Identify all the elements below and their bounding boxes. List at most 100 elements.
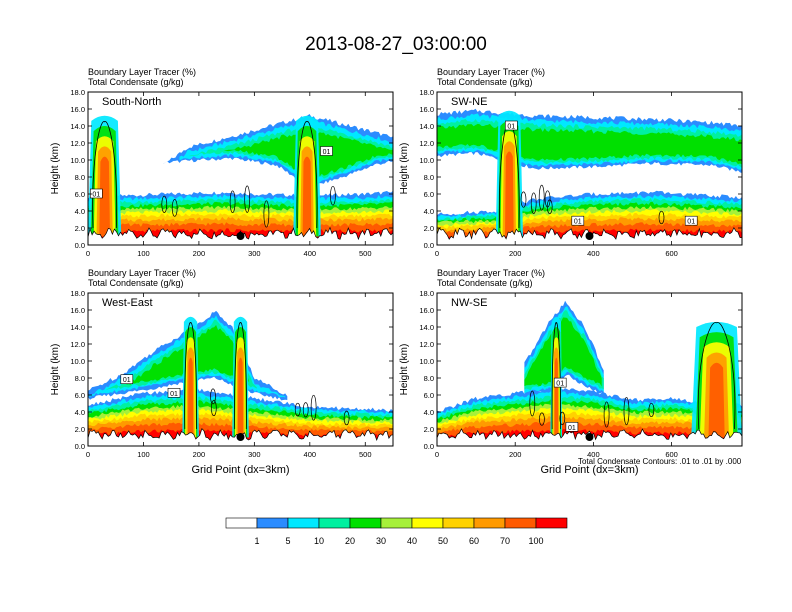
contour-label-box	[571, 215, 585, 226]
contour-label: 01	[571, 215, 585, 226]
plot-frame	[87, 91, 394, 246]
y-tick-label: 4.0	[424, 207, 434, 216]
x-tick-label: 500	[359, 450, 372, 459]
y-tick-label: 8.0	[424, 374, 434, 383]
contour-label-box	[90, 188, 103, 199]
plot-frame	[87, 292, 394, 447]
y-tick-label: 18.0	[70, 289, 85, 298]
y-tick-label: 10.0	[70, 357, 85, 366]
y-tick-label: 10.0	[419, 357, 434, 366]
location-marker	[236, 433, 245, 441]
y-tick-label: 4.0	[75, 207, 85, 216]
y-tick-label: 0.0	[424, 241, 434, 250]
y-tick-label: 2.0	[75, 224, 85, 233]
convective-column	[708, 362, 725, 438]
condensate-contour	[520, 191, 527, 208]
panel-header-line: Boundary Layer Tracer (%)	[88, 67, 196, 77]
y-tick-label: 18.0	[419, 88, 434, 97]
x-tick-label: 300	[248, 450, 261, 459]
y-tick-label: 8.0	[75, 374, 85, 383]
panel-title: West-East	[102, 297, 153, 309]
condensate-contour-note: Total Condensate Contours: .01 to .01 by…	[578, 457, 742, 466]
contour-label-box	[504, 120, 518, 131]
convective-column	[237, 357, 244, 438]
plot-area: 01 01	[437, 293, 742, 446]
y-tick-label: 12.0	[419, 139, 434, 148]
panel-header-line: Total Condensate (g/kg)	[437, 278, 533, 288]
colorbar-swatch	[442, 517, 475, 529]
x-tick-label: 600	[665, 249, 678, 258]
colorbar-swatch	[473, 517, 506, 529]
y-axis-label: Height (km)	[50, 143, 61, 195]
condensate-contour	[658, 210, 665, 225]
contour-label-text: 01	[92, 192, 100, 199]
figure-title: 2013-08-27_03:00:00	[305, 34, 487, 55]
x-tick-label: 400	[304, 450, 317, 459]
condensate-contour	[244, 185, 251, 213]
contour-label: 01	[90, 188, 103, 199]
y-axis-label: Height (km)	[50, 344, 61, 396]
y-tick-label: 6.0	[75, 190, 85, 199]
colorbar-swatch	[411, 517, 444, 529]
contour-label: 01	[320, 146, 333, 156]
x-tick-label: 600	[665, 450, 678, 459]
location-marker	[236, 232, 245, 240]
x-tick-label: 100	[137, 249, 150, 258]
y-tick-label: 16.0	[419, 105, 434, 114]
panel-header-line: Boundary Layer Tracer (%)	[437, 268, 545, 278]
condensate-contour	[529, 390, 536, 417]
plot-area: 01 01 01	[437, 92, 742, 245]
panel-header-line: Total Condensate (g/kg)	[88, 278, 184, 288]
colorbar-label: 100	[528, 536, 543, 546]
y-tick-label: 0.0	[75, 241, 85, 250]
convective-column	[302, 156, 312, 237]
contour-label-text: 01	[323, 149, 331, 156]
colorbar-label: 60	[469, 536, 479, 546]
y-axis-label: Height (km)	[399, 344, 410, 396]
location-marker	[585, 232, 594, 240]
colorbar-swatch	[225, 517, 258, 529]
condensate-contour	[343, 410, 350, 426]
x-tick-label: 0	[86, 249, 90, 258]
condensate-contour	[234, 322, 247, 430]
x-tick-label: 200	[509, 450, 522, 459]
cloud-layer-band	[524, 317, 602, 387]
x-tick-label: 0	[435, 249, 439, 258]
y-tick-label: 14.0	[70, 122, 85, 131]
x-tick-label: 400	[587, 450, 600, 459]
condensate-contour	[697, 322, 736, 430]
condensate-contour	[296, 121, 318, 229]
plot-area: 01 01	[88, 92, 393, 245]
y-tick-label: 6.0	[75, 391, 85, 400]
y-tick-label: 18.0	[70, 88, 85, 97]
panel-header-line: Total Condensate (g/kg)	[437, 77, 533, 87]
condensate-contour	[229, 190, 236, 214]
convective-column	[99, 156, 110, 237]
x-tick-label: 200	[193, 450, 206, 459]
panel-header-line: Boundary Layer Tracer (%)	[437, 67, 545, 77]
colorbar-label: 1	[254, 536, 259, 546]
condensate-contour	[530, 192, 537, 214]
colorbar-label: 70	[500, 536, 510, 546]
x-tick-label: 500	[359, 249, 372, 258]
x-axis-label: Grid Point (dx=3km)	[191, 464, 289, 476]
y-tick-label: 16.0	[70, 105, 85, 114]
condensate-contour	[539, 412, 545, 426]
condensate-contour	[263, 200, 270, 228]
condensate-contour	[623, 396, 630, 426]
colorbar-label: 50	[438, 536, 448, 546]
y-tick-label: 16.0	[70, 306, 85, 315]
colorbar-swatch	[349, 517, 382, 529]
contour-label-box	[553, 377, 567, 388]
y-tick-label: 6.0	[424, 391, 434, 400]
contour-label-box	[320, 146, 333, 156]
plot-area: 01 01	[88, 293, 393, 446]
colorbar-swatch	[256, 517, 289, 529]
contour-label-box	[565, 421, 579, 432]
x-tick-label: 400	[587, 249, 600, 258]
panel-header-line: Boundary Layer Tracer (%)	[88, 268, 196, 278]
contour-label: 01	[684, 215, 698, 226]
condensate-contour	[544, 190, 551, 208]
